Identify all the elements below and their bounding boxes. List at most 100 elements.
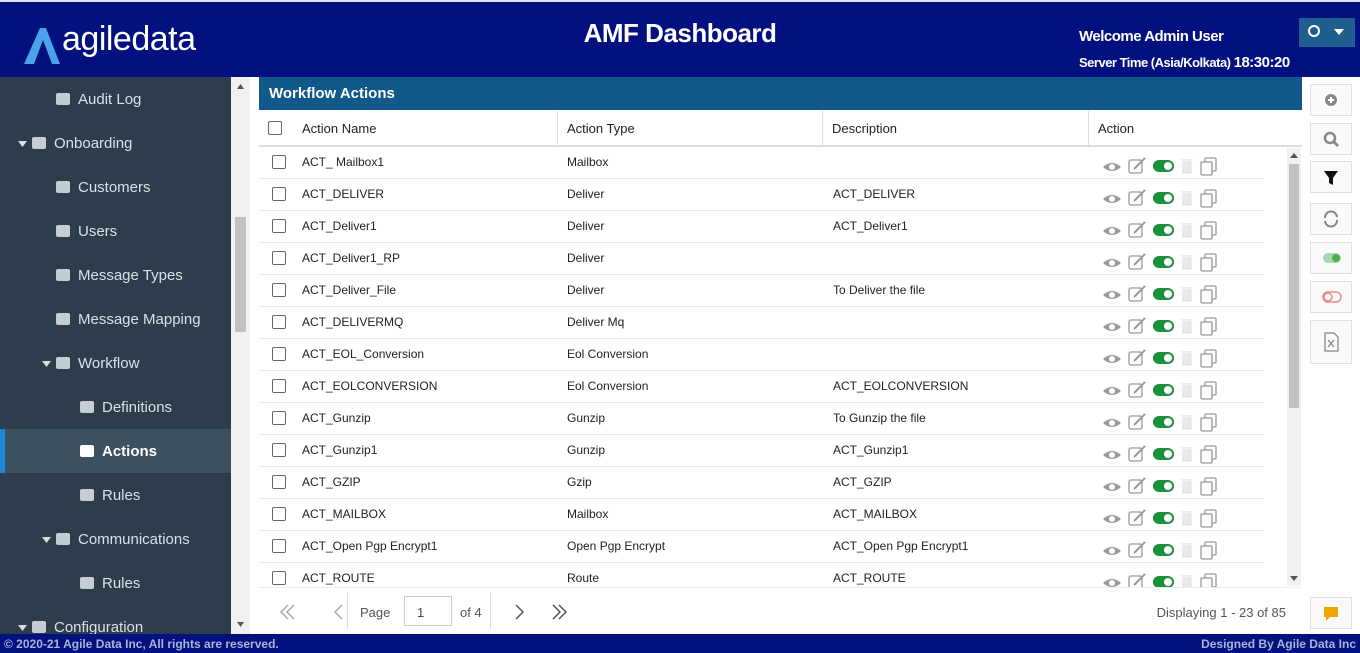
copy-icon[interactable] (1200, 161, 1213, 176)
delete-icon[interactable] (1181, 191, 1193, 206)
row-checkbox[interactable] (272, 379, 286, 393)
row-checkbox[interactable] (272, 571, 286, 585)
add-button[interactable] (1310, 84, 1352, 116)
nav-label[interactable]: Customers (78, 179, 151, 196)
page-input[interactable]: 1 (404, 596, 452, 626)
delete-icon[interactable] (1181, 319, 1193, 334)
filter-button[interactable] (1310, 161, 1352, 193)
nav-label[interactable]: Rules (102, 575, 141, 592)
delete-icon[interactable] (1181, 255, 1193, 270)
nav-item[interactable]: Configuration (0, 605, 231, 634)
edit-icon[interactable] (1128, 447, 1143, 462)
nav-item[interactable]: Actions (0, 429, 231, 473)
nav-label[interactable]: Audit Log (78, 91, 142, 108)
row-checkbox[interactable] (272, 475, 286, 489)
delete-icon[interactable] (1181, 223, 1193, 238)
nav-label[interactable]: Communications (78, 531, 190, 548)
copy-icon[interactable] (1200, 513, 1213, 528)
delete-icon[interactable] (1181, 447, 1193, 462)
edit-icon[interactable] (1128, 159, 1143, 174)
nav-label[interactable]: Configuration (54, 619, 144, 634)
disable-button[interactable] (1310, 281, 1352, 313)
copy-icon[interactable] (1200, 289, 1213, 304)
nav-item[interactable]: Rules (0, 561, 231, 605)
delete-icon[interactable] (1181, 575, 1193, 587)
row-checkbox[interactable] (272, 219, 286, 233)
row-checkbox[interactable] (272, 187, 286, 201)
edit-icon[interactable] (1128, 287, 1143, 302)
nav-item[interactable]: Workflow (0, 341, 231, 385)
row-checkbox[interactable] (272, 155, 286, 169)
nav-item[interactable]: Rules (0, 473, 231, 517)
edit-icon[interactable] (1128, 383, 1143, 398)
copy-icon[interactable] (1200, 577, 1213, 587)
nav-label[interactable]: Actions (102, 443, 158, 460)
nav-item[interactable]: Message Types (0, 253, 231, 297)
copy-icon[interactable] (1200, 449, 1213, 464)
nav-item[interactable]: Communications (0, 517, 231, 561)
delete-icon[interactable] (1181, 479, 1193, 494)
delete-icon[interactable] (1181, 159, 1193, 174)
row-checkbox[interactable] (272, 507, 286, 521)
nav-label[interactable]: Message Mapping (78, 311, 201, 328)
edit-icon[interactable] (1128, 319, 1143, 334)
nav-item[interactable]: Message Mapping (0, 297, 231, 341)
select-all-checkbox[interactable] (268, 121, 282, 135)
nav-label[interactable]: Message Types (78, 267, 183, 284)
pager-nav-prev[interactable] (274, 602, 354, 622)
row-checkbox[interactable] (272, 315, 286, 329)
table-scrollbar[interactable] (1287, 148, 1301, 586)
delete-icon[interactable] (1181, 543, 1193, 558)
edit-icon[interactable] (1128, 479, 1143, 494)
copy-icon[interactable] (1200, 481, 1213, 496)
nav-label[interactable]: Onboarding (54, 135, 133, 152)
nav-item[interactable]: Onboarding (0, 121, 231, 165)
copy-icon[interactable] (1200, 385, 1213, 400)
search-button[interactable] (1310, 123, 1352, 155)
column-header[interactable]: Action Type (557, 111, 823, 145)
row-checkbox[interactable] (272, 443, 286, 457)
nav-item[interactable]: Definitions (0, 385, 231, 429)
edit-icon[interactable] (1128, 255, 1143, 270)
settings-menu[interactable] (1299, 18, 1355, 47)
edit-icon[interactable] (1128, 511, 1143, 526)
nav-item[interactable]: Customers (0, 165, 231, 209)
delete-icon[interactable] (1181, 415, 1193, 430)
row-checkbox[interactable] (272, 283, 286, 297)
delete-icon[interactable] (1181, 351, 1193, 366)
edit-icon[interactable] (1128, 191, 1143, 206)
row-checkbox[interactable] (272, 347, 286, 361)
edit-icon[interactable] (1128, 543, 1143, 558)
copy-icon[interactable] (1200, 417, 1213, 432)
row-checkbox[interactable] (272, 539, 286, 553)
edit-icon[interactable] (1128, 223, 1143, 238)
pager-nav-next[interactable] (509, 602, 579, 622)
copy-icon[interactable] (1200, 257, 1213, 272)
delete-icon[interactable] (1181, 511, 1193, 526)
edit-icon[interactable] (1128, 351, 1143, 366)
enable-button[interactable] (1310, 242, 1352, 274)
delete-icon[interactable] (1181, 383, 1193, 398)
nav-item[interactable]: Audit Log (0, 77, 231, 121)
nav-label[interactable]: Definitions (102, 399, 173, 416)
nav-label[interactable]: Users (78, 223, 118, 240)
copy-icon[interactable] (1200, 545, 1213, 560)
row-checkbox[interactable] (272, 411, 286, 425)
edit-icon[interactable] (1128, 415, 1143, 430)
copy-icon[interactable] (1200, 353, 1213, 368)
edit-icon[interactable] (1128, 575, 1143, 587)
column-header[interactable]: Action Name (259, 111, 558, 145)
column-header[interactable]: Description (822, 111, 1089, 145)
copy-icon[interactable] (1200, 321, 1213, 336)
nav-label[interactable]: Workflow (78, 355, 140, 372)
row-checkbox[interactable] (272, 251, 286, 265)
copy-icon[interactable] (1200, 225, 1213, 240)
sidebar-scrollbar[interactable] (231, 77, 250, 634)
chat-button[interactable] (1310, 597, 1352, 629)
export-button[interactable] (1310, 320, 1352, 364)
nav-item[interactable]: Users (0, 209, 231, 253)
logo[interactable]: agiledata (62, 20, 196, 58)
nav-label[interactable]: Rules (102, 487, 141, 504)
delete-icon[interactable] (1181, 287, 1193, 302)
refresh-button[interactable] (1310, 203, 1352, 235)
